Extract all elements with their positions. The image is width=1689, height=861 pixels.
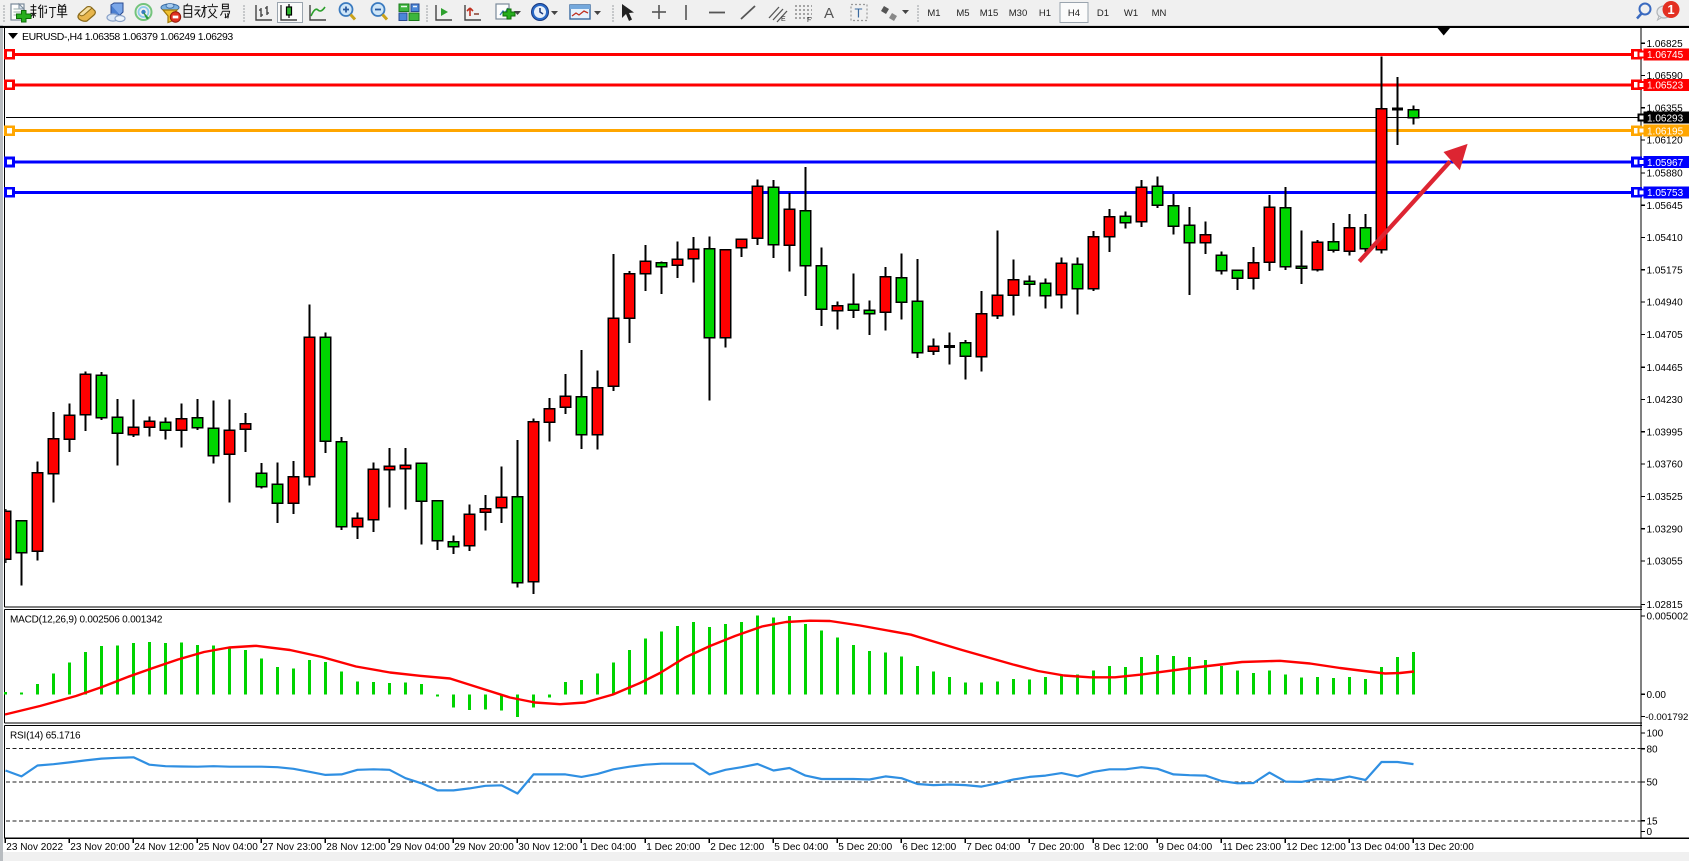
svg-text:5 Dec 04:00: 5 Dec 04:00 [774, 842, 828, 853]
svg-text:1.05410: 1.05410 [1647, 233, 1684, 244]
svg-text:23 Nov 2022: 23 Nov 2022 [6, 842, 63, 853]
svg-text:9 Dec 04:00: 9 Dec 04:00 [1158, 842, 1212, 853]
svg-text:0: 0 [1647, 827, 1653, 838]
svg-text:E: E [781, 16, 786, 23]
svg-text:F: F [807, 17, 811, 24]
svg-text:1.06590: 1.06590 [1647, 71, 1684, 82]
svg-text:6 Dec 12:00: 6 Dec 12:00 [902, 842, 956, 853]
svg-text:29 Nov 20:00: 29 Nov 20:00 [454, 842, 514, 853]
svg-text:29 Nov 04:00: 29 Nov 04:00 [390, 842, 450, 853]
svg-text:M30: M30 [1009, 8, 1027, 19]
svg-text:1.06120: 1.06120 [1647, 136, 1684, 147]
svg-text:5 Dec 20:00: 5 Dec 20:00 [838, 842, 892, 853]
svg-text:12 Dec 12:00: 12 Dec 12:00 [1286, 842, 1346, 853]
svg-text:0.00: 0.00 [1647, 690, 1667, 701]
svg-text:M1: M1 [927, 8, 940, 19]
svg-text:1: 1 [1667, 2, 1674, 17]
svg-text:13 Dec 20:00: 13 Dec 20:00 [1414, 842, 1474, 853]
svg-text:1.06745: 1.06745 [1647, 50, 1684, 61]
svg-text:1 Dec 04:00: 1 Dec 04:00 [582, 842, 636, 853]
svg-text:1.06523: 1.06523 [1647, 81, 1684, 92]
svg-text:1.05175: 1.05175 [1647, 265, 1684, 276]
svg-text:80: 80 [1647, 744, 1659, 755]
svg-text:MN: MN [1152, 8, 1167, 19]
svg-text:1.05645: 1.05645 [1647, 201, 1684, 212]
svg-text:15: 15 [1647, 816, 1659, 827]
svg-text:M5: M5 [956, 8, 969, 19]
svg-text:-0.001792: -0.001792 [1645, 712, 1688, 723]
svg-text:27 Nov 23:00: 27 Nov 23:00 [262, 842, 322, 853]
svg-text:11 Dec 23:00: 11 Dec 23:00 [1222, 842, 1281, 853]
svg-text:1.05967: 1.05967 [1647, 158, 1684, 169]
svg-text:100: 100 [1647, 729, 1664, 740]
svg-text:0.005002: 0.005002 [1647, 612, 1689, 623]
svg-text:13 Dec 04:00: 13 Dec 04:00 [1350, 842, 1410, 853]
svg-text:23 Nov 20:00: 23 Nov 20:00 [70, 842, 130, 853]
svg-text:1.06825: 1.06825 [1647, 39, 1684, 50]
svg-text:8 Dec 12:00: 8 Dec 12:00 [1094, 842, 1148, 853]
svg-text:1.06355: 1.06355 [1647, 103, 1684, 114]
svg-text:H1: H1 [1039, 8, 1051, 19]
svg-text:1.05880: 1.05880 [1647, 169, 1684, 180]
svg-text:W1: W1 [1124, 8, 1138, 19]
svg-text:MACD(12,26,9) 0.002506 0.00134: MACD(12,26,9) 0.002506 0.001342 [10, 615, 163, 626]
svg-text:D1: D1 [1097, 8, 1109, 19]
svg-text:1.03290: 1.03290 [1647, 524, 1684, 535]
svg-text:1.06293: 1.06293 [1647, 113, 1684, 124]
svg-text:1.03055: 1.03055 [1647, 557, 1684, 568]
svg-text:1.03525: 1.03525 [1647, 492, 1684, 503]
svg-text:25 Nov 04:00: 25 Nov 04:00 [198, 842, 258, 853]
svg-text:1.03995: 1.03995 [1647, 427, 1684, 438]
svg-text:28 Nov 12:00: 28 Nov 12:00 [326, 842, 386, 853]
svg-text:1.06195: 1.06195 [1647, 127, 1684, 138]
svg-text:1.04465: 1.04465 [1647, 363, 1684, 374]
svg-text:1.02815: 1.02815 [1647, 600, 1684, 611]
svg-text:H4: H4 [1068, 8, 1080, 19]
svg-text:T: T [855, 6, 863, 21]
svg-text:1.04940: 1.04940 [1647, 298, 1684, 309]
svg-text:RSI(14) 65.1716: RSI(14) 65.1716 [10, 731, 81, 742]
svg-text:2 Dec 12:00: 2 Dec 12:00 [710, 842, 764, 853]
svg-text:24 Nov 12:00: 24 Nov 12:00 [134, 842, 194, 853]
svg-text:30 Nov 12:00: 30 Nov 12:00 [518, 842, 578, 853]
svg-text:7 Dec 04:00: 7 Dec 04:00 [966, 842, 1020, 853]
svg-text:1.04230: 1.04230 [1647, 395, 1684, 406]
svg-text:EURUSD-,H4 1.06358 1.06379 1.: EURUSD-,H4 1.06358 1.06379 1.06249 1.062… [22, 31, 233, 43]
svg-text:7 Dec 20:00: 7 Dec 20:00 [1030, 842, 1084, 853]
svg-text:50: 50 [1647, 778, 1659, 789]
svg-text:1.04705: 1.04705 [1647, 330, 1684, 341]
svg-text:A: A [824, 5, 834, 22]
svg-text:1 Dec 20:00: 1 Dec 20:00 [646, 842, 700, 853]
svg-text:1.03760: 1.03760 [1647, 460, 1684, 471]
svg-text:M15: M15 [980, 8, 998, 19]
svg-text:1.05753: 1.05753 [1647, 188, 1684, 199]
